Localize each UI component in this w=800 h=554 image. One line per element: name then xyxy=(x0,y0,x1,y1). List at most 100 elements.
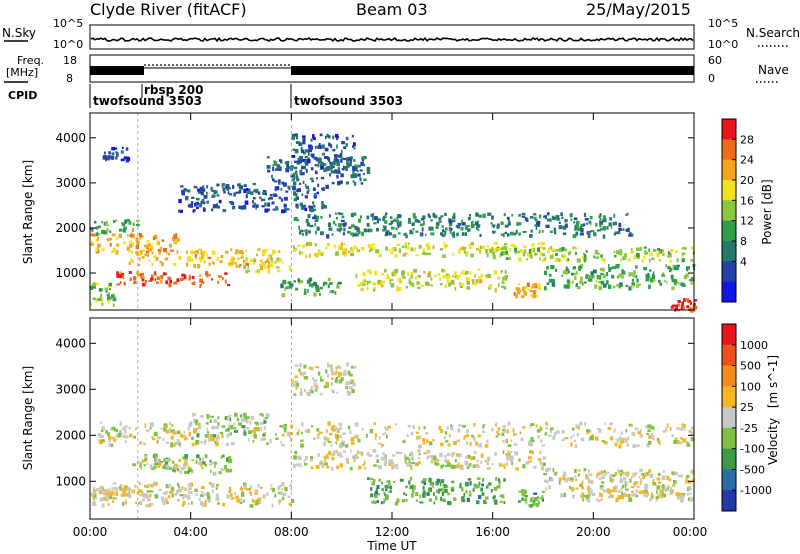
velocity-echo-cell xyxy=(411,461,415,465)
power-echo-cell xyxy=(444,212,447,216)
power-echo-cell xyxy=(241,252,244,257)
velocity-echo-cell xyxy=(275,437,279,441)
velocity-echo-cell xyxy=(113,438,116,443)
power-echo-cell xyxy=(304,288,307,293)
velocity-echo-cell xyxy=(617,468,619,472)
velocity-echo-cell xyxy=(612,486,616,491)
power-echo-cell xyxy=(445,244,448,248)
velocity-echo-cell xyxy=(230,442,235,446)
velocity-echo-cell xyxy=(307,391,311,397)
velocity-echo-cell xyxy=(180,486,184,490)
velocity-echo-cell xyxy=(582,498,585,502)
velocity-echo-cell xyxy=(582,495,587,498)
power-echo-cell xyxy=(233,192,236,197)
power-echo-cell xyxy=(332,135,335,140)
velocity-echo-cell xyxy=(171,424,174,427)
power-echo-cell xyxy=(430,232,435,236)
velocity-echo-cell xyxy=(251,430,253,433)
velocity-echo-cell xyxy=(399,478,404,482)
power-echo-cell xyxy=(473,283,478,286)
velocity-echo-cell xyxy=(644,489,648,493)
power-echo-cell xyxy=(149,245,154,250)
velocity-echo-cell xyxy=(577,425,580,430)
velocity-echo-cell xyxy=(157,436,160,440)
power-echo-cell xyxy=(324,147,329,152)
power-echo-cell xyxy=(628,272,633,276)
power-echo-cell xyxy=(553,230,557,235)
velocity-echo-cell xyxy=(165,429,169,434)
power-echo-cell xyxy=(176,250,179,254)
velocity-echo-cell xyxy=(196,454,200,459)
velocity-echo-cell xyxy=(408,458,411,463)
velocity-echo-cell xyxy=(279,425,284,428)
power-echo-cell xyxy=(589,216,593,220)
power-echo-cell xyxy=(292,172,296,176)
power-echo-cell xyxy=(641,258,644,263)
velocity-echo-cell xyxy=(138,488,142,494)
power-echo-cell xyxy=(631,247,633,252)
power-echo-cell xyxy=(328,173,332,177)
power-echo-cell xyxy=(352,171,355,175)
velocity-echo-cell xyxy=(243,482,247,487)
power-echo-cell xyxy=(460,226,464,231)
velocity-echo-cell xyxy=(260,486,263,489)
power-echo-cell xyxy=(302,180,305,184)
power-echo-cell xyxy=(324,156,328,159)
power-echo-cell xyxy=(108,285,112,288)
power-echo-cell xyxy=(296,196,299,200)
power-echo-cell xyxy=(175,233,178,237)
velocity-echo-cell xyxy=(374,490,379,495)
velocity-echo-cell xyxy=(427,489,430,494)
velocity-echo-cell xyxy=(146,462,148,466)
velocity-echo-cell xyxy=(423,478,426,484)
velocity-echo-cell xyxy=(657,495,660,500)
power-echo-cell xyxy=(207,256,212,259)
velocity-echo-cell xyxy=(174,466,177,470)
power-echo-cell xyxy=(199,259,202,263)
velocity-echo-cell xyxy=(144,485,148,488)
power-echo-cell xyxy=(332,148,336,152)
power-echo-cell xyxy=(385,246,388,251)
velocity-echo-cell xyxy=(336,379,340,384)
velocity-echo-cell xyxy=(326,429,328,433)
power-echo-cell xyxy=(198,256,203,261)
velocity-ytick-label: 1000 xyxy=(55,474,86,488)
power-echo-cell xyxy=(91,229,94,233)
velocity-echo-cell xyxy=(326,453,328,458)
power-echo-cell xyxy=(274,260,277,264)
power-echo-cell xyxy=(480,245,482,249)
power-echo-cell xyxy=(244,200,249,205)
power-echo-cell xyxy=(539,252,543,256)
power-echo-cell xyxy=(575,231,579,236)
velocity-echo-cell xyxy=(367,477,370,480)
velocity-echo-cell xyxy=(351,379,355,384)
power-echo-cell xyxy=(302,159,305,162)
velocity-echo-cell xyxy=(216,439,218,444)
power-echo-cell xyxy=(337,212,341,215)
power-echo-cell xyxy=(661,274,665,277)
power-echo-cell xyxy=(101,229,105,235)
power-echo-cell xyxy=(268,165,271,169)
velocity-echo-cell xyxy=(263,426,266,430)
power-echo-cell xyxy=(330,290,335,294)
power-echo-cell xyxy=(161,239,165,242)
power-echo-cell xyxy=(277,179,281,183)
velocity-echo-cell xyxy=(196,427,199,430)
power-echo-cell xyxy=(266,258,269,262)
velocity-echo-cell xyxy=(618,496,621,500)
power-echo-cell xyxy=(461,246,465,251)
power-echo-cell xyxy=(311,145,314,150)
power-echo-cell xyxy=(318,251,321,255)
velocity-echo-cell xyxy=(623,477,626,481)
power-echo-cell xyxy=(295,193,298,197)
velocity-echo-cell xyxy=(328,432,333,436)
power-echo-cell xyxy=(516,221,519,226)
velocity-echo-cell xyxy=(249,504,254,508)
power-echo-cell xyxy=(126,219,131,222)
velocity-echo-cell xyxy=(587,480,591,484)
power-echo-cell xyxy=(328,227,331,231)
velocity-echo-cell xyxy=(228,432,232,436)
velocity-echo-cell xyxy=(444,488,448,494)
velocity-echo-cell xyxy=(618,436,622,441)
velocity-echo-cell xyxy=(417,461,421,464)
